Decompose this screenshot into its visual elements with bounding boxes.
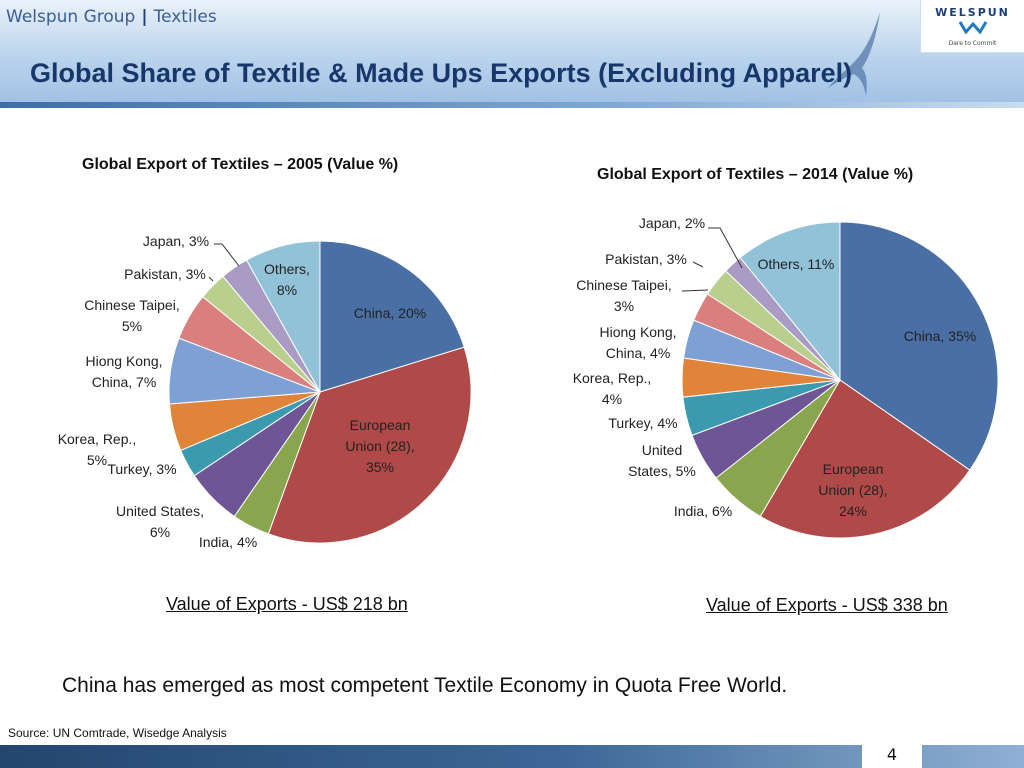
division-name: Textiles [153, 7, 217, 27]
data-label-india: India, 4% [199, 534, 257, 550]
source-note: Source: UN Comtrade, Wisedge Analysis [8, 726, 227, 740]
data-label-india: India, 6% [674, 503, 732, 519]
data-label-hiong-kong-china: Hiong Kong, China, 4% [599, 324, 676, 361]
welspun-logo: WELSPUN Dare to Commit [920, 0, 1024, 53]
company-name: Welspun Group [6, 7, 136, 27]
data-label-turkey: Turkey, 4% [608, 415, 677, 431]
data-label-chinese-taipei: Chinese Taipei, 3% [576, 277, 671, 314]
data-label-korea-rep: Korea, Rep., 4% [573, 370, 652, 407]
logo-tagline: Dare to Commit [948, 40, 997, 47]
logo-text: WELSPUN [935, 6, 1010, 19]
data-label-pakistan: Pakistan, 3% [124, 266, 206, 282]
logo-mark-icon [958, 21, 987, 35]
conclusion-text: China has emerged as most competent Text… [62, 674, 788, 697]
chart-title-2005: Global Export of Textiles – 2005 (Value … [82, 156, 399, 173]
seagull-icon [828, 12, 880, 96]
pie-slice-china [319, 240, 465, 393]
data-label-china: China, 20% [354, 305, 426, 321]
pie-slice-european-union-28 [759, 379, 971, 539]
footer-bar [0, 745, 1024, 768]
pie-slice-others [739, 221, 841, 382]
page-title: Global Share of Textile & Made Ups Expor… [30, 58, 853, 88]
leader-line [214, 243, 240, 267]
data-label-others: Others, 11% [758, 256, 835, 272]
leader-line [708, 227, 743, 269]
breadcrumb: Welspun Group | Textiles [6, 7, 217, 27]
data-label-chinese-taipei: Chinese Taipei, 5% [84, 297, 179, 334]
data-label-pakistan: Pakistan, 3% [605, 251, 687, 267]
leader-line [692, 261, 704, 268]
header-bar: Welspun Group | Textiles WELSPUN Dare to C… [0, 0, 1024, 108]
data-label-japan: Japan, 3% [143, 233, 209, 249]
chart-title-2014: Global Export of Textiles – 2014 (Value … [597, 166, 914, 183]
pie-slice-others [245, 240, 321, 394]
exports-value-2005[interactable]: Value of Exports - US$ 218 bn [166, 594, 408, 614]
data-label-united-states: United States, 5% [628, 442, 696, 479]
data-label-turkey: Turkey, 3% [107, 461, 176, 477]
data-label-european-union-28: European Union (28), 24% [818, 461, 887, 519]
leader-line [681, 289, 709, 292]
leader-line [208, 276, 214, 282]
breadcrumb-separator: | [141, 7, 148, 27]
data-label-china: China, 35% [904, 328, 976, 344]
page-number: 4 [862, 742, 922, 768]
exports-value-2014[interactable]: Value of Exports - US$ 338 bn [706, 595, 948, 615]
data-label-others: Others, 8% [264, 261, 310, 298]
pie-slice-china [839, 221, 999, 471]
data-label-hiong-kong-china: Hiong Kong, China, 7% [85, 353, 162, 390]
data-label-korea-rep: Korea, Rep., 5% [58, 431, 137, 468]
data-label-united-states: United States, 6% [116, 503, 204, 540]
data-label-japan: Japan, 2% [639, 215, 705, 231]
data-label-european-union-28: European Union (28), 35% [345, 417, 414, 475]
